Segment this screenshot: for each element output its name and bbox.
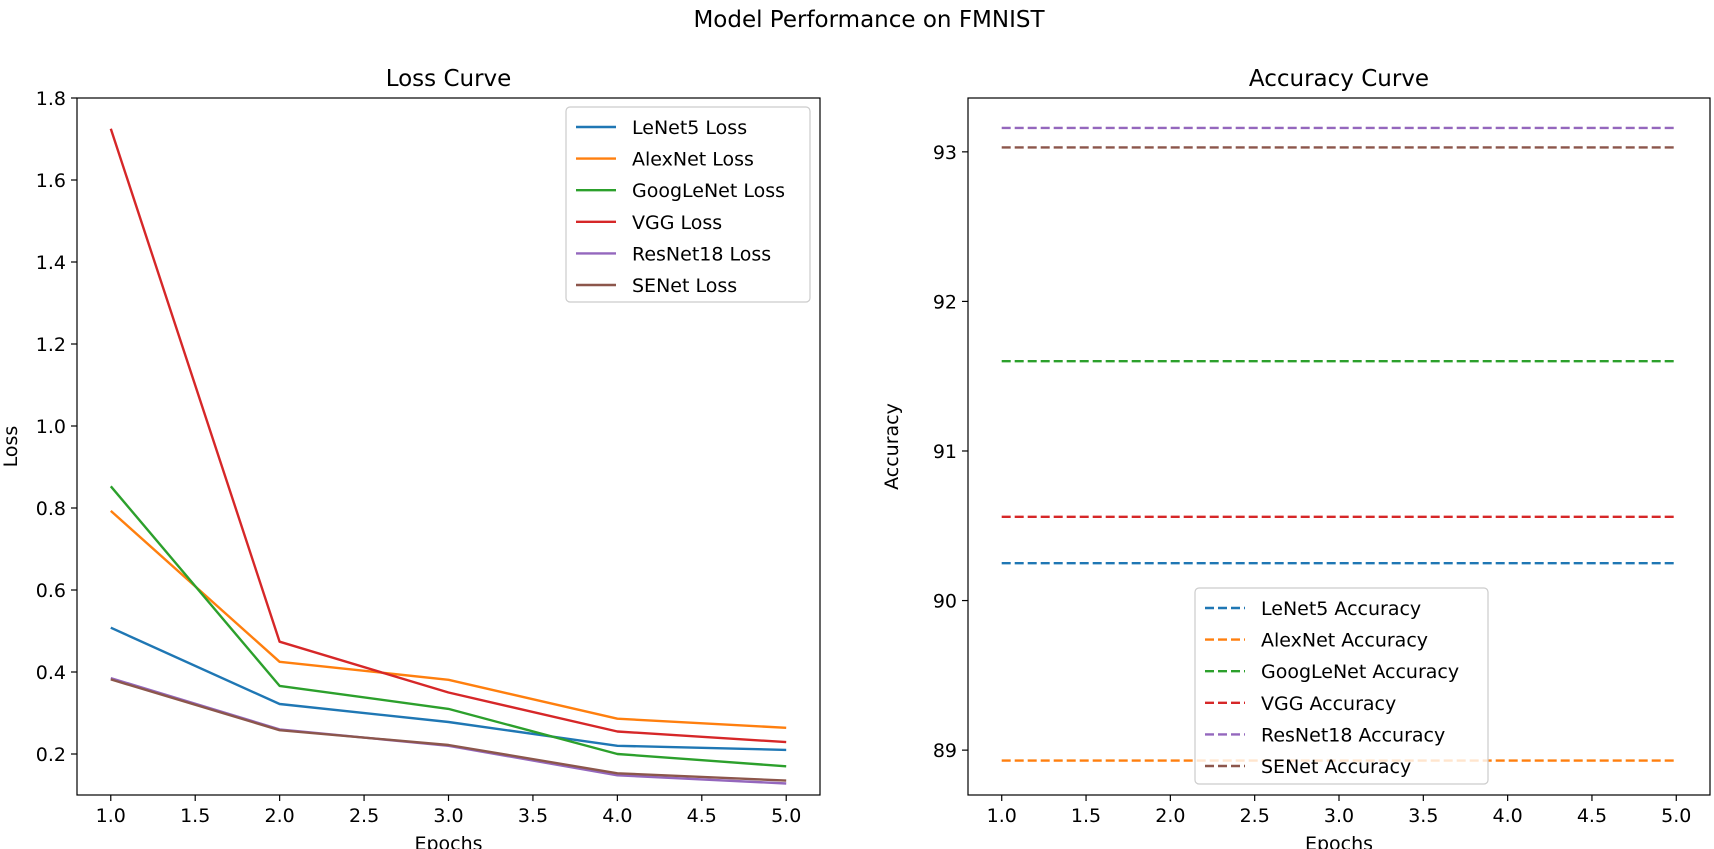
series-line-googlenet-loss xyxy=(109,485,787,768)
legend-label: SENet Accuracy xyxy=(1261,756,1411,778)
y-tick-label: 1.2 xyxy=(36,334,66,356)
y-tick-label: 1.8 xyxy=(36,88,66,110)
legend-label: ResNet18 Accuracy xyxy=(1261,724,1445,746)
x-axis-label: Epochs xyxy=(1305,833,1373,849)
y-tick-label: 1.4 xyxy=(36,252,66,274)
legend-label: AlexNet Accuracy xyxy=(1261,630,1428,652)
series-lines xyxy=(109,128,787,785)
legend-label: LeNet5 Loss xyxy=(632,117,747,139)
y-tick-label: 0.6 xyxy=(36,580,66,602)
legend-box xyxy=(1194,587,1489,785)
x-tick-label: 1.0 xyxy=(987,805,1017,827)
y-axis-label: Accuracy xyxy=(881,403,903,490)
legend-label: VGG Loss xyxy=(632,212,722,234)
legend: LeNet5 Loss AlexNet Loss GoogLeNet Loss VGG… xyxy=(565,106,811,303)
series-lines xyxy=(1001,126,1677,762)
legend-label: LeNet5 Accuracy xyxy=(1261,598,1421,620)
y-tick-label: 93 xyxy=(933,142,957,164)
y-tick-label: 0.8 xyxy=(36,498,66,520)
x-tick-label: 2.0 xyxy=(265,805,295,827)
x-tick-label: 2.5 xyxy=(349,805,379,827)
x-tick-label: 4.5 xyxy=(687,805,717,827)
legend-label: AlexNet Loss xyxy=(632,149,754,171)
x-tick-label: 4.0 xyxy=(602,805,632,827)
y-tick-label: 0.2 xyxy=(36,744,66,766)
x-tick-label: 5.0 xyxy=(771,805,801,827)
y-tick-label: 92 xyxy=(933,291,957,313)
legend-label: VGG Accuracy xyxy=(1261,693,1396,715)
chart-title: Loss Curve xyxy=(386,66,512,92)
x-tick-label: 5.0 xyxy=(1661,805,1691,827)
y-tick-label: 89 xyxy=(933,740,957,762)
legend-box xyxy=(565,106,811,303)
x-tick-label: 3.5 xyxy=(518,805,548,827)
x-tick-label: 4.5 xyxy=(1577,805,1607,827)
y-tick-label: 91 xyxy=(933,441,957,463)
series-line-resnet18-loss xyxy=(110,676,787,785)
legend-label: GoogLeNet Loss xyxy=(632,180,785,202)
series-line-lenet5-loss xyxy=(110,626,787,752)
y-tick-label: 0.4 xyxy=(36,662,66,684)
series-line-senet-loss xyxy=(110,678,787,782)
x-tick-label: 3.5 xyxy=(1408,805,1438,827)
legend-label: GoogLeNet Accuracy xyxy=(1261,661,1459,683)
x-tick-label: 1.5 xyxy=(1071,805,1101,827)
loss-chart: 1.0 1.5 2.0 2.5 3.0 3.5 4.0 4.5 5.0 0.2 0.4 0.6 0.8 1… xyxy=(0,66,821,849)
x-tick-label: 3.0 xyxy=(1324,805,1354,827)
legend: LeNet5 Accuracy AlexNet Accuracy GoogLeNet… xyxy=(1194,587,1489,785)
x-tick-label: 1.5 xyxy=(180,805,210,827)
x-tick-label: 2.0 xyxy=(1155,805,1185,827)
legend-label: SENet Loss xyxy=(632,275,737,297)
accuracy-chart: 1.0 1.5 2.0 2.5 3.0 3.5 4.0 4.5 5.0 89 90 91 92 93 Acc… xyxy=(881,66,1711,849)
y-axis-label: Loss xyxy=(0,426,22,468)
series-line-vgg-loss xyxy=(109,128,787,744)
y-tick-label: 90 xyxy=(933,591,957,613)
x-tick-label: 1.0 xyxy=(96,805,126,827)
x-axis-label: Epochs xyxy=(414,833,482,849)
x-tick-label: 4.0 xyxy=(1493,805,1523,827)
y-tick-label: 1.6 xyxy=(36,170,66,192)
x-tick-label: 2.5 xyxy=(1240,805,1270,827)
y-tick-label: 1.0 xyxy=(36,416,66,438)
series-line-alexnet-loss xyxy=(110,510,787,729)
legend-label: ResNet18 Loss xyxy=(632,243,771,265)
x-tick-label: 3.0 xyxy=(433,805,463,827)
figure-title: Model Performance on FMNIST xyxy=(693,7,1045,33)
chart-title: Accuracy Curve xyxy=(1249,66,1429,92)
